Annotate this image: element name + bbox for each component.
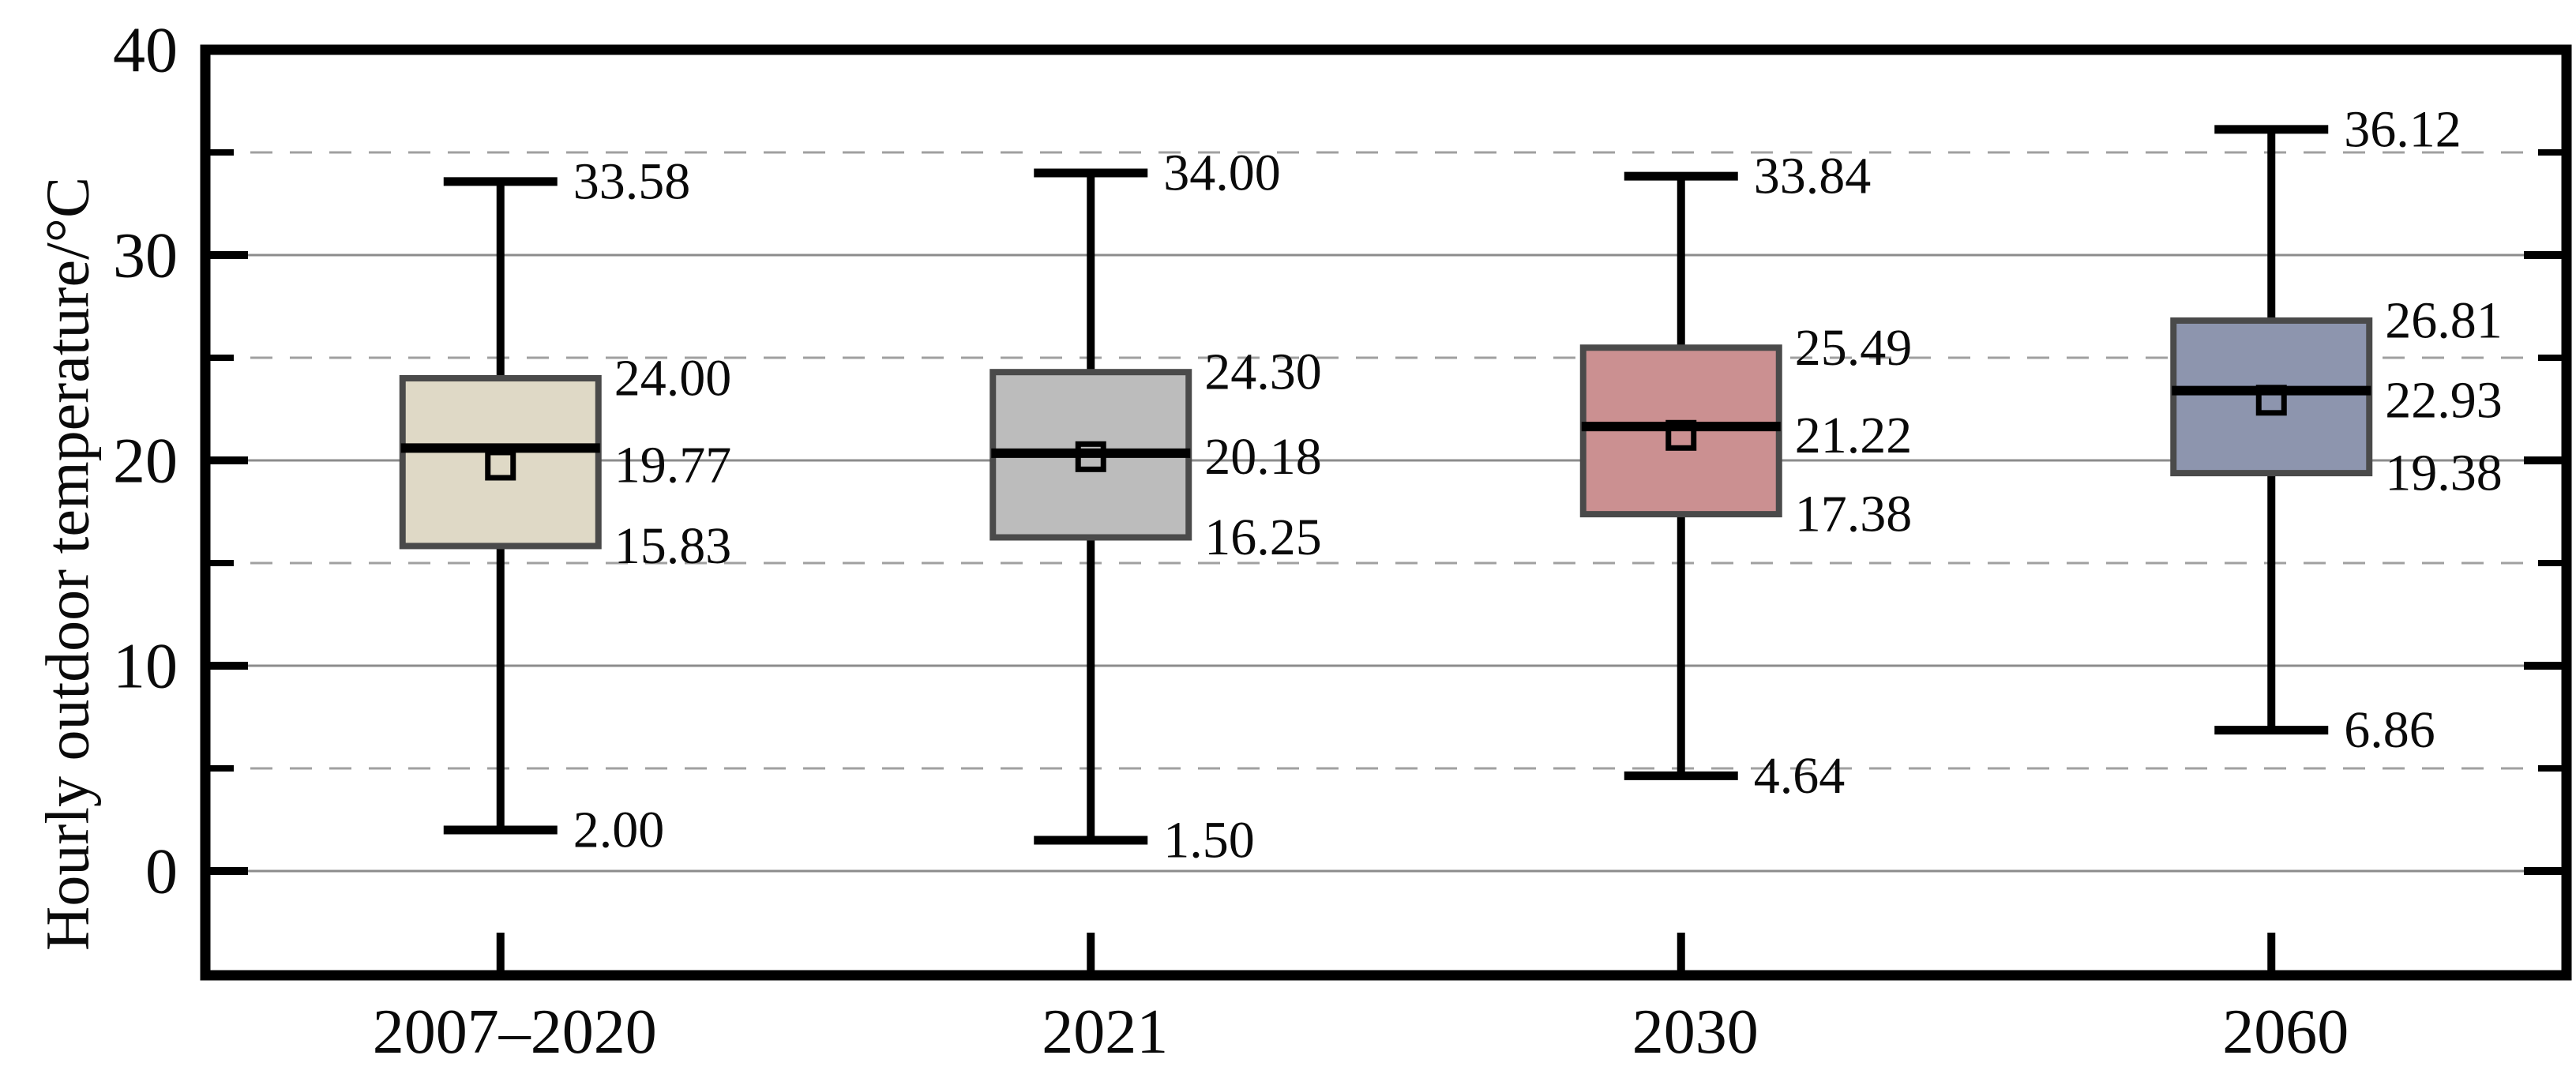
plot-border — [200, 44, 2572, 981]
value-label-max: 34.00 — [1163, 145, 1281, 202]
y-tick-label: 30 — [113, 220, 178, 291]
x-tick-label: 2030 — [1632, 997, 1759, 1067]
box-2030 — [1579, 171, 1782, 780]
x-tick-label: 2021 — [1042, 997, 1168, 1067]
value-label-max: 36.12 — [2344, 100, 2461, 158]
value-label-q1: 15.83 — [614, 517, 732, 575]
x-tick-label: 2060 — [2222, 997, 2349, 1067]
value-label-q3: 26.81 — [2385, 291, 2503, 349]
iqr-box — [2170, 317, 2373, 477]
value-label-q1: 16.25 — [1204, 509, 1322, 566]
y-tick-label: 20 — [113, 425, 178, 497]
value-label-q1: 17.38 — [1795, 486, 1913, 543]
value-label-q3: 24.30 — [1204, 344, 1322, 401]
y-tick-label: 40 — [113, 14, 178, 86]
value-label-mid: 21.22 — [1795, 407, 1913, 464]
x-tick-label: 2007–2020 — [373, 997, 657, 1067]
value-label-min: 4.64 — [1754, 747, 1846, 805]
mean-marker — [1075, 441, 1106, 472]
gridlines-layer — [211, 151, 2561, 873]
value-label-mid: 19.77 — [614, 436, 732, 494]
labels-layer: 33.58 24.00 19.77 15.83 2.00 34.00 24.30 20.18 1… — [33, 14, 2503, 1068]
y-tick-label: 10 — [113, 630, 178, 702]
value-label-min: 6.86 — [2344, 701, 2435, 759]
box-2007-2020 — [399, 177, 602, 835]
boxes-layer — [399, 125, 2373, 845]
iqr-box — [399, 375, 602, 550]
value-label-mid: 20.18 — [1204, 428, 1322, 486]
y-axis-title: Hourly outdoor temperature/°C — [33, 177, 102, 951]
value-label-min: 1.50 — [1163, 812, 1255, 869]
axes-layer — [200, 44, 2572, 981]
value-label-mid: 22.93 — [2385, 371, 2503, 429]
value-label-q3: 25.49 — [1795, 319, 1913, 377]
value-label-q3: 24.00 — [614, 350, 732, 407]
mean-marker — [485, 449, 516, 481]
value-label-q1: 19.38 — [2385, 445, 2503, 502]
box-2060 — [2170, 125, 2373, 735]
value-label-min: 2.00 — [573, 802, 665, 859]
mean-marker — [1665, 419, 1697, 451]
box-2021 — [989, 168, 1192, 845]
mean-marker — [2255, 385, 2287, 416]
value-label-max: 33.58 — [573, 152, 691, 210]
y-tick-label: 0 — [145, 836, 178, 907]
value-label-max: 33.84 — [1754, 148, 1872, 205]
